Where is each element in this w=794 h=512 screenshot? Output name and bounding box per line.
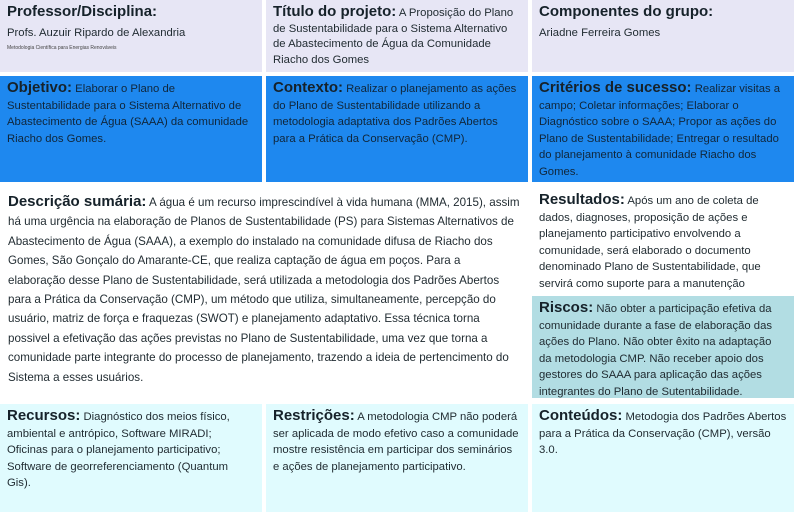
recursos-text: Diagnóstico dos meios físico, ambiental … <box>7 411 230 490</box>
contexto-text: Realizar o planejamento as ações do Plan… <box>273 83 517 145</box>
componentes-text: Ariadne Ferreira Gomes <box>539 26 661 39</box>
professor-box: Professor/Disciplina: Profs. Auzuir Ripa… <box>0 0 262 72</box>
riscos-text: Não obter a participação efetiva da comu… <box>539 303 773 398</box>
professor-name: Profs. Auzuir Ripardo de Alexandria <box>7 26 186 39</box>
objetivo-text: Elaborar o Plano de Sustentabilidade par… <box>7 83 249 145</box>
restricoes-heading: Restrições: <box>273 407 355 424</box>
conteudos-heading: Conteúdos: <box>539 407 623 424</box>
titulo-box: Título do projeto: A Proposição do Plano… <box>266 0 528 72</box>
riscos-heading: Riscos: <box>539 299 594 316</box>
course-name: Metodologia Científica para Energias Ren… <box>7 45 117 52</box>
contexto-box: Contexto: Realizar o planejamento as açõ… <box>266 76 528 182</box>
professor-heading: Professor/Disciplina: <box>7 3 158 20</box>
componentes-heading: Componentes do grupo: <box>539 3 714 20</box>
conteudos-text: Metodogia dos Padrões Abertos para a Prá… <box>539 411 787 457</box>
objetivo-box: Objetivo: Elaborar o Plano de Sustentabi… <box>0 76 262 182</box>
criterios-heading: Critérios de sucesso: <box>539 79 692 96</box>
restricoes-text: A metodologia CMP não poderá ser aplicad… <box>273 411 519 473</box>
restricoes-box: Restrições: A metodologia CMP não poderá… <box>266 404 528 512</box>
objetivo-heading: Objetivo: <box>7 79 73 96</box>
riscos-box: Riscos: Não obter a participação efetiva… <box>532 296 794 398</box>
descricao-box: Descrição sumária: A água é um recurso i… <box>0 188 528 398</box>
componentes-box: Componentes do grupo: Ariadne Ferreira G… <box>532 0 794 72</box>
recursos-heading: Recursos: <box>7 407 81 424</box>
criterios-box: Critérios de sucesso: Realizar visitas a… <box>532 76 794 182</box>
titulo-text: A Proposição do Plano de Sustentabilidad… <box>273 7 514 66</box>
recursos-box: Recursos: Diagnóstico dos meios físico, … <box>0 404 262 512</box>
conteudos-box: Conteúdos: Metodogia dos Padrões Abertos… <box>532 404 794 512</box>
titulo-heading: Título do projeto: <box>273 3 397 20</box>
contexto-heading: Contexto: <box>273 79 343 96</box>
resultados-text: Após um ano de coleta de dados, diagnose… <box>539 195 761 290</box>
resultados-box: Resultados: Após um ano de coleta de dad… <box>532 188 794 294</box>
criterios-text: Realizar visitas a campo; Coletar inform… <box>539 83 781 178</box>
descricao-text: A água é um recurso imprescindível à vid… <box>8 196 520 384</box>
descricao-heading: Descrição sumária: <box>8 193 147 210</box>
resultados-heading: Resultados: <box>539 191 625 208</box>
